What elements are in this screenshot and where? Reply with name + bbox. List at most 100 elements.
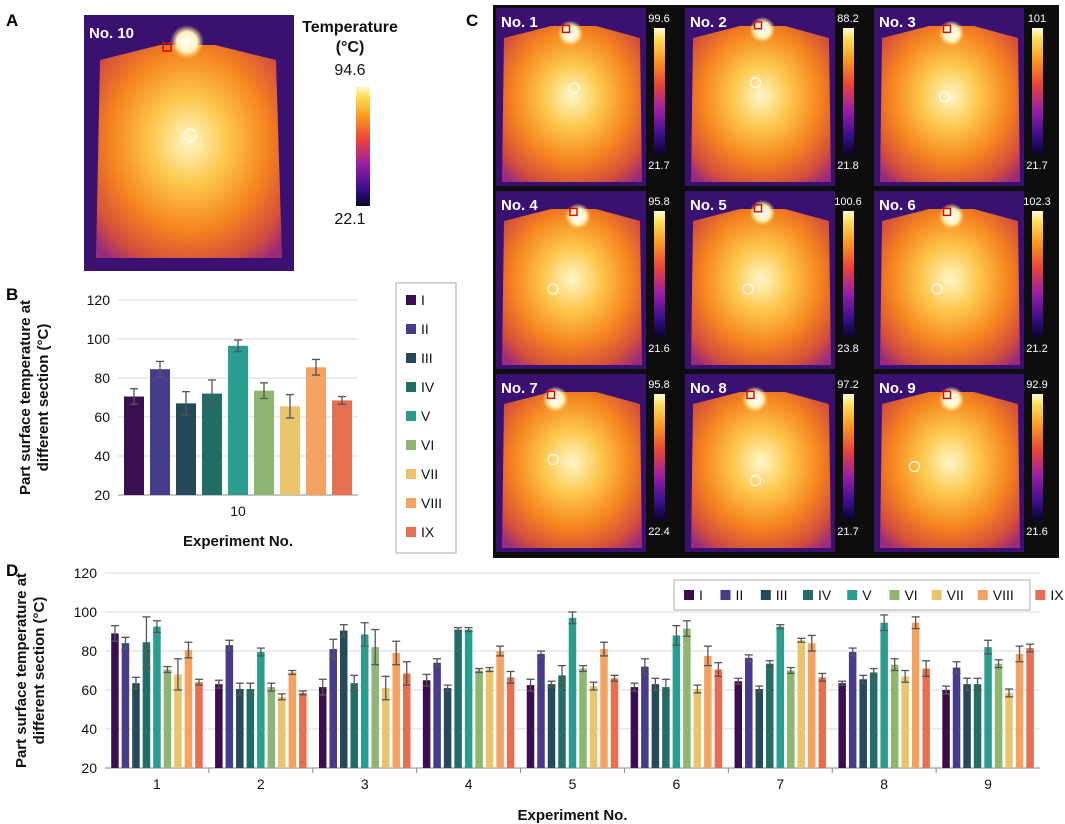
x-tick-label: 5 (569, 776, 577, 792)
legend-label: VIII (993, 587, 1014, 603)
bar-II-exp-4 (433, 662, 441, 768)
panel-label-c: C (466, 11, 478, 30)
bar-VII-exp-9 (1005, 692, 1013, 768)
legend-swatch (760, 590, 771, 600)
scale-min: 21.7 (1026, 160, 1047, 172)
scale-min: 21.6 (1026, 526, 1047, 538)
legend-item-II: II (720, 587, 743, 603)
part-silhouette (880, 392, 1020, 548)
part-silhouette (502, 26, 642, 182)
color-scale-bar (1032, 394, 1043, 520)
legend-swatch (977, 590, 988, 600)
thermogram-cell: No. 8 97.2 21.7 (685, 374, 859, 552)
bar-VII-exp-3 (381, 688, 390, 768)
legend-label: IV (421, 379, 435, 395)
bar-VI-exp-8 (890, 664, 899, 768)
legend-label: VII (947, 587, 964, 603)
legend-item-III: III (406, 350, 433, 366)
x-axis-title: Experiment No. (517, 807, 627, 824)
sprue-hotspot (938, 386, 965, 413)
bar-IX-exp-7 (818, 677, 827, 768)
chart-b: 20 40 60 80 100 120 10 Experiment No. Part surfa… (17, 282, 457, 554)
bar-VIII-exp-10 (306, 367, 326, 495)
bar-IV-exp-5 (558, 675, 566, 768)
legend-label: I (699, 587, 703, 603)
bar-VII-exp-1 (174, 674, 182, 768)
max-marker (546, 390, 556, 400)
legend-swatch (406, 498, 416, 508)
part-silhouette (96, 45, 282, 258)
legend-swatch (931, 590, 942, 600)
bar-VI-exp-1 (163, 669, 172, 768)
scale-min: 22.1 (334, 211, 365, 228)
max-marker (561, 24, 571, 34)
bar-II-exp-5 (537, 653, 545, 768)
bar-VII-exp-7 (797, 640, 806, 768)
thermogram-cell: No. 3 101 21.7 (874, 8, 1048, 186)
bar-II-exp-8 (848, 651, 857, 768)
y-tick-label: 80 (94, 370, 110, 386)
scale-max: 102.3 (1023, 196, 1051, 208)
legend-item-II: II (406, 321, 429, 337)
scale-title-line2: (°C) (336, 39, 365, 56)
bar-I-exp-8 (838, 683, 846, 768)
legend-label: VII (421, 466, 438, 482)
bar-V-exp-5 (568, 617, 577, 768)
bar-IV-exp-2 (246, 689, 255, 768)
bar-V-exp-8 (880, 622, 888, 768)
legend-label: VI (904, 587, 917, 603)
bar-VII-exp-5 (589, 686, 598, 768)
legend-swatch (406, 469, 416, 479)
y-axis-title-line2: different section (°C) (31, 597, 48, 745)
bar-II-exp-7 (745, 657, 753, 768)
part-silhouette (502, 209, 642, 365)
bar-IX-exp-4 (506, 677, 515, 768)
scale-max: 92.9 (1026, 379, 1047, 391)
x-tick-label: 7 (776, 776, 784, 792)
bar-I-exp-2 (215, 684, 223, 768)
max-marker (753, 21, 763, 30)
bar-V-exp-10 (228, 345, 248, 495)
min-marker (183, 128, 197, 142)
bar-V-exp-1 (153, 626, 161, 768)
max-marker (569, 207, 578, 217)
bar-II-exp-1 (121, 643, 130, 768)
part-silhouette (691, 26, 831, 182)
y-tick-label: 40 (94, 448, 110, 464)
legend-item-V: V (406, 408, 431, 424)
x-tick-label: 3 (361, 776, 369, 792)
y-tick-label: 20 (94, 487, 110, 503)
part-silhouette (880, 209, 1020, 365)
legend-item-I: I (684, 587, 703, 603)
x-tick-label: 8 (880, 776, 888, 792)
part-silhouette (502, 392, 642, 548)
legend-label: V (421, 408, 431, 424)
y-tick-label: 60 (81, 682, 97, 698)
thermogram-cell: No. 7 95.8 22.4 (496, 374, 670, 552)
max-marker (942, 207, 952, 217)
sprue-hotspot (557, 20, 584, 47)
bar-I-exp-9 (942, 690, 950, 768)
bar-VI-exp-6 (683, 628, 691, 768)
bar-IX-exp-3 (402, 673, 411, 768)
bar-I-exp-10 (124, 396, 144, 495)
legend-swatch (1035, 590, 1046, 600)
thermogram-cell: No. 5 100.6 23.8 (685, 191, 862, 369)
bar-III-exp-10 (176, 403, 196, 495)
legend-swatch (684, 590, 694, 600)
scale-max: 88.2 (837, 13, 858, 25)
min-marker (742, 283, 754, 295)
y-axis-title-line1: Part surface temperature at (17, 300, 34, 495)
bar-III-exp-1 (132, 683, 140, 768)
thermogram-label: No. 5 (690, 197, 727, 214)
sprue-hotspot (742, 386, 768, 413)
legend-item-VII: VII (931, 587, 964, 603)
min-marker (568, 82, 580, 94)
thermogram-cell: No. 4 95.8 21.6 (496, 191, 670, 369)
bar-VI-exp-9 (994, 663, 1003, 768)
legend-swatch (406, 382, 416, 392)
legend-swatch (889, 590, 900, 600)
panel-c-thermogram-grid: No. 1 99.621.7No. 2 88.221.8No. 3 10121.7No… (493, 5, 1059, 558)
bar-IV-exp-1 (142, 642, 151, 768)
